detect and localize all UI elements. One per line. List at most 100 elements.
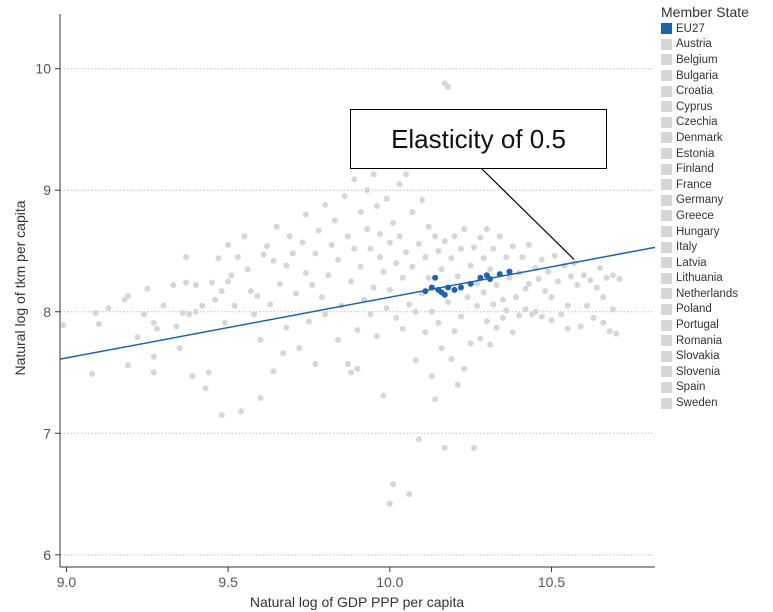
member-state-point [432,396,439,403]
member-state-point [461,226,468,233]
member-state-point [548,317,555,324]
member-state-point [587,277,594,284]
member-state-point [454,273,461,280]
member-state-point [150,353,157,360]
member-state-point [386,239,393,246]
legend-item[interactable]: Croatia [661,83,749,99]
member-state-point [412,308,419,315]
member-state-point [150,319,157,326]
member-state-point [270,368,277,375]
member-state-point [283,262,290,269]
member-state-point [238,408,245,415]
member-state-point [221,319,228,326]
legend-item[interactable]: France [661,177,749,193]
member-state-point [454,381,461,388]
member-state-point [600,319,607,326]
member-state-point [487,266,494,273]
member-state-point [464,294,471,301]
legend-label: Cyprus [676,100,713,113]
legend-item[interactable]: Germany [661,193,749,209]
legend-item[interactable]: Austria [661,37,749,53]
legend-item[interactable]: Spain [661,380,749,396]
legend-item[interactable]: Romania [661,333,749,349]
member-state-point [613,330,620,337]
legend-item[interactable]: Lithuania [661,271,749,287]
member-state-point [286,233,293,240]
member-state-point [322,201,329,208]
legend-item[interactable]: Denmark [661,130,749,146]
member-state-point [309,282,316,289]
legend-item[interactable]: Latvia [661,255,749,271]
member-state-point [399,274,406,281]
member-state-point [393,260,400,267]
legend-item[interactable]: Cyprus [661,99,749,115]
legend-label: Croatia [676,85,714,98]
member-state-point [584,302,591,309]
eu27-point [445,284,452,291]
member-state-point [283,324,290,331]
legend-swatch [661,241,672,253]
member-state-point [341,193,348,200]
legend-item[interactable]: Hungary [661,224,749,240]
legend-item[interactable]: Poland [661,302,749,318]
member-state-point [289,250,296,257]
callout-text: Elasticity of 0.5 [391,123,566,154]
legend-swatch [661,257,672,269]
member-state-point [435,319,442,326]
member-state-point [593,284,600,291]
legend-label: Spain [676,381,706,394]
member-state-point [503,254,510,261]
legend-item[interactable]: Czechia [661,115,749,131]
member-state-point [144,285,151,292]
member-state-point [441,238,448,245]
member-state-point [199,302,206,309]
member-state-point [480,255,487,262]
y-tick-label: 7 [43,425,51,441]
legend-item[interactable]: Estonia [661,146,749,162]
y-tick-label: 6 [43,547,51,563]
member-state-point [393,314,400,321]
member-state-point [270,257,277,264]
member-state-point [179,309,186,316]
legend-swatch [661,366,672,378]
member-state-point [299,239,306,246]
legend-item[interactable]: Greece [661,208,749,224]
member-state-point [280,350,287,357]
member-state-point [564,302,571,309]
member-state-point [244,266,251,273]
member-state-point [438,345,445,352]
member-state-point [551,252,558,259]
eu27-point [432,274,439,281]
member-state-point [377,230,384,237]
legend-item[interactable]: Slovakia [661,348,749,364]
member-state-point [370,171,377,178]
legend-item[interactable]: Portugal [661,317,749,333]
member-state-point [351,176,358,183]
x-tick-label: 10.5 [538,574,565,590]
legend-item[interactable]: Finland [661,161,749,177]
legend-item[interactable]: Slovenia [661,364,749,380]
legend-label: Denmark [676,131,723,144]
legend-item[interactable]: Sweden [661,395,749,411]
member-state-point [616,275,623,282]
member-state-point [422,329,429,336]
member-state-point [425,274,432,281]
legend-item[interactable]: Belgium [661,52,749,68]
eu27-point [441,291,448,298]
member-state-point [606,328,613,335]
eu27-point [428,284,435,291]
legend-item[interactable]: Italy [661,239,749,255]
member-state-point [225,241,232,248]
legend-item[interactable]: Bulgaria [661,68,749,84]
member-state-point [438,266,445,273]
member-state-point [480,289,487,296]
member-state-point [386,286,393,293]
member-state-point [574,282,581,289]
member-state-point [189,373,196,380]
legend-item[interactable]: EU27 [661,21,749,37]
legend-label: Estonia [676,147,715,160]
legend-swatch [661,303,672,315]
member-state-point [396,181,403,188]
legend-item[interactable]: Netherlands [661,286,749,302]
member-state-point [302,211,309,218]
